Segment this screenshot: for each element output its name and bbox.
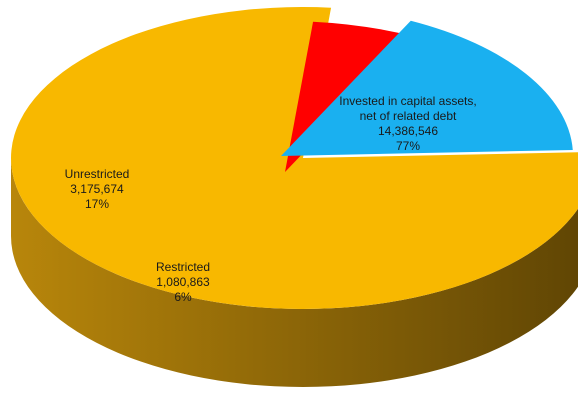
slice-value: 1,080,863 (156, 275, 210, 289)
slice-value: 3,175,674 (70, 182, 124, 196)
slice-percent: 77% (396, 139, 420, 153)
slice-value: 14,386,546 (378, 124, 438, 138)
data-label-unrestricted: Unrestricted 3,175,674 17% (65, 167, 130, 211)
slice-name-line: net of related debt (360, 109, 457, 123)
data-label-restricted: Restricted 1,080,863 6% (156, 260, 210, 304)
slice-percent: 17% (85, 197, 109, 211)
slice-name-line: Unrestricted (65, 167, 130, 181)
data-label-invested: Invested in capital assets, net of relate… (339, 94, 476, 153)
pie-slice-side-invested (11, 158, 578, 387)
pie-slice-unrestricted (281, 20, 573, 157)
slice-percent: 6% (174, 290, 192, 304)
slice-name-line: Restricted (156, 260, 210, 274)
slice-name-line: Invested in capital assets, (339, 94, 476, 108)
